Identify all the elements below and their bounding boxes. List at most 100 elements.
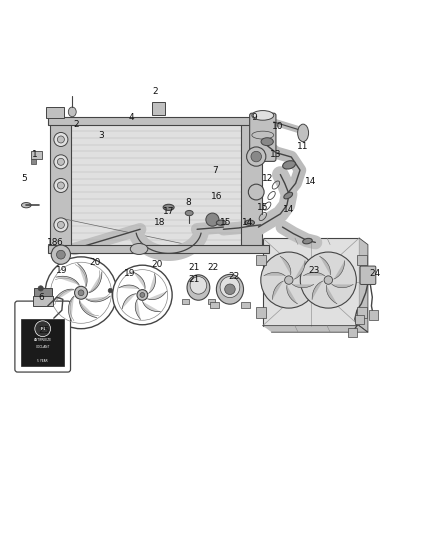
Text: 13: 13 bbox=[270, 150, 282, 159]
Ellipse shape bbox=[68, 107, 76, 117]
Polygon shape bbox=[293, 285, 314, 288]
Text: 5: 5 bbox=[21, 174, 27, 183]
Bar bbox=[68, 124, 243, 247]
Bar bbox=[256, 307, 266, 318]
Polygon shape bbox=[148, 292, 166, 300]
Circle shape bbox=[51, 245, 71, 264]
Circle shape bbox=[57, 158, 64, 165]
Circle shape bbox=[206, 213, 219, 226]
Circle shape bbox=[54, 179, 68, 192]
Circle shape bbox=[57, 182, 64, 189]
Text: 12: 12 bbox=[261, 174, 273, 183]
Bar bbox=[355, 314, 364, 324]
Polygon shape bbox=[86, 296, 110, 302]
Text: 18: 18 bbox=[154, 218, 166, 227]
Bar bbox=[152, 102, 166, 115]
Polygon shape bbox=[304, 272, 325, 276]
Text: 2: 2 bbox=[74, 119, 79, 128]
Bar bbox=[34, 288, 52, 296]
Circle shape bbox=[35, 321, 50, 336]
Bar bbox=[31, 159, 36, 165]
Polygon shape bbox=[122, 294, 136, 309]
Text: 24: 24 bbox=[369, 269, 380, 278]
Circle shape bbox=[247, 147, 266, 166]
Bar bbox=[48, 117, 269, 125]
Text: 22: 22 bbox=[208, 263, 219, 272]
Polygon shape bbox=[78, 263, 87, 287]
Ellipse shape bbox=[284, 192, 293, 199]
Ellipse shape bbox=[190, 277, 207, 294]
Text: 19: 19 bbox=[124, 269, 135, 278]
Text: 15: 15 bbox=[220, 218, 231, 227]
Text: 3: 3 bbox=[98, 131, 104, 140]
Circle shape bbox=[248, 184, 264, 200]
Circle shape bbox=[54, 218, 68, 232]
Polygon shape bbox=[135, 299, 141, 319]
Text: 22: 22 bbox=[228, 272, 240, 281]
Circle shape bbox=[57, 136, 64, 143]
Ellipse shape bbox=[163, 204, 174, 211]
Circle shape bbox=[261, 252, 317, 308]
Circle shape bbox=[137, 289, 148, 300]
Bar bbox=[241, 124, 262, 247]
FancyBboxPatch shape bbox=[250, 113, 276, 161]
Bar bbox=[357, 255, 367, 265]
Polygon shape bbox=[119, 285, 139, 289]
Bar bbox=[357, 307, 367, 318]
Text: 21: 21 bbox=[188, 263, 200, 272]
Text: 14: 14 bbox=[242, 218, 253, 227]
Ellipse shape bbox=[187, 275, 210, 300]
Polygon shape bbox=[53, 289, 74, 303]
Polygon shape bbox=[359, 238, 368, 332]
Circle shape bbox=[225, 284, 235, 295]
Circle shape bbox=[300, 252, 357, 308]
Bar bbox=[48, 246, 269, 253]
Text: 14: 14 bbox=[305, 176, 317, 185]
Bar bbox=[348, 328, 357, 337]
Text: COOLANT: COOLANT bbox=[35, 345, 50, 349]
Text: 20: 20 bbox=[90, 259, 101, 268]
Text: 6: 6 bbox=[39, 293, 45, 302]
Ellipse shape bbox=[303, 238, 312, 244]
Bar bbox=[208, 299, 215, 304]
Circle shape bbox=[57, 251, 65, 259]
FancyBboxPatch shape bbox=[15, 301, 71, 372]
Text: 20: 20 bbox=[151, 260, 162, 269]
Bar bbox=[256, 255, 266, 265]
Circle shape bbox=[54, 133, 68, 147]
Circle shape bbox=[38, 286, 43, 291]
Circle shape bbox=[324, 276, 332, 284]
Ellipse shape bbox=[252, 110, 274, 120]
Polygon shape bbox=[280, 256, 291, 275]
Polygon shape bbox=[320, 256, 330, 275]
Text: 10: 10 bbox=[272, 122, 284, 131]
Polygon shape bbox=[89, 272, 102, 293]
Text: 8: 8 bbox=[185, 198, 191, 207]
Ellipse shape bbox=[216, 274, 244, 304]
Polygon shape bbox=[263, 326, 368, 332]
Text: 21: 21 bbox=[188, 275, 200, 284]
Polygon shape bbox=[148, 274, 155, 293]
Circle shape bbox=[57, 221, 64, 229]
Ellipse shape bbox=[21, 203, 31, 208]
Text: 18: 18 bbox=[47, 238, 58, 247]
Bar bbox=[31, 151, 42, 159]
Text: 5 YEAR: 5 YEAR bbox=[37, 359, 48, 363]
Text: 16: 16 bbox=[211, 192, 223, 201]
Polygon shape bbox=[312, 281, 323, 300]
Bar bbox=[241, 302, 250, 308]
Polygon shape bbox=[134, 272, 145, 289]
Text: 17: 17 bbox=[163, 207, 174, 216]
Circle shape bbox=[108, 288, 113, 293]
Text: 7: 7 bbox=[212, 166, 218, 175]
FancyBboxPatch shape bbox=[360, 266, 376, 285]
Text: 23: 23 bbox=[309, 266, 320, 276]
Circle shape bbox=[113, 265, 172, 325]
Polygon shape bbox=[334, 261, 345, 279]
Circle shape bbox=[45, 257, 117, 329]
Polygon shape bbox=[294, 261, 305, 279]
Bar bbox=[33, 296, 53, 306]
Text: 15: 15 bbox=[257, 203, 268, 212]
Ellipse shape bbox=[216, 220, 226, 225]
Text: 4: 4 bbox=[129, 113, 134, 122]
